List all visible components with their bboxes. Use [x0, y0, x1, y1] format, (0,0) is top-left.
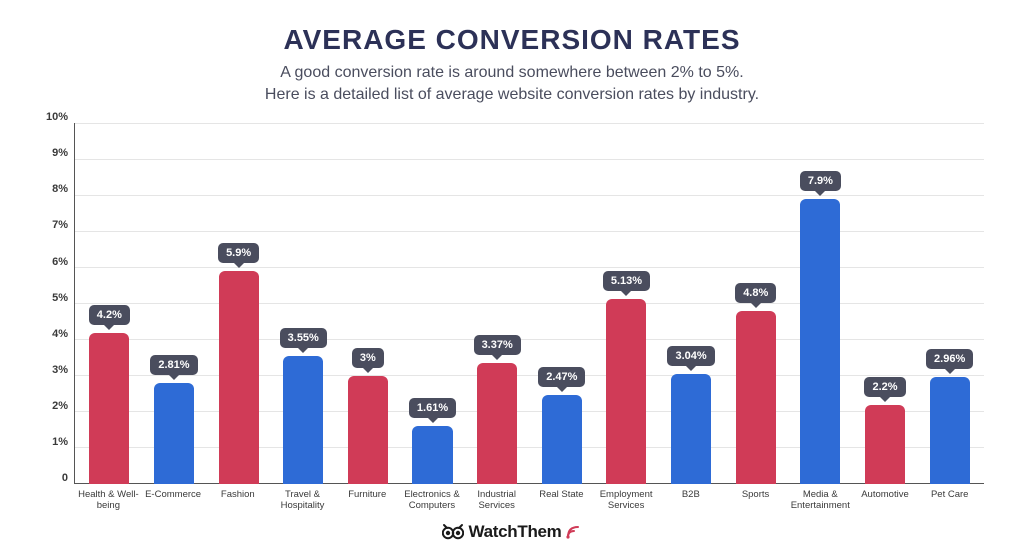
brand-footer: WatchThem [40, 522, 984, 542]
value-bubble: 1.61% [409, 398, 456, 418]
bar [800, 199, 840, 484]
x-label: Employment Services [594, 490, 659, 512]
owl-eyes-icon [442, 523, 464, 541]
bar [671, 374, 711, 484]
bar [154, 383, 194, 484]
bar [930, 377, 970, 484]
chart-card: AVERAGE CONVERSION RATES A good conversi… [0, 0, 1024, 554]
bar-slot: 4.2% [77, 123, 142, 484]
bar [736, 311, 776, 484]
value-bubble: 4.8% [735, 283, 776, 303]
bar [542, 395, 582, 484]
brand-name: WatchThem [468, 522, 561, 542]
page-title: AVERAGE CONVERSION RATES [40, 24, 984, 56]
value-bubble: 3.04% [667, 346, 714, 366]
bar-slot: 2.47% [529, 123, 594, 484]
signal-icon [566, 525, 582, 539]
value-bubble: 2.47% [538, 367, 585, 387]
bar [865, 405, 905, 484]
x-label: Real State [529, 490, 594, 512]
x-label: Automotive [853, 490, 918, 512]
x-label: Travel & Hospitality [270, 490, 335, 512]
bar [348, 376, 388, 484]
value-bubble: 3.55% [280, 328, 327, 348]
value-bubble: 5.13% [603, 271, 650, 291]
value-bubble: 2.81% [150, 355, 197, 375]
x-label: Media & Entertainment [788, 490, 853, 512]
bar-slot: 2.2% [853, 123, 918, 484]
bar-slot: 3% [336, 123, 401, 484]
bar [412, 426, 452, 484]
x-label: Industrial Services [464, 490, 529, 512]
bar-slot: 3.55% [271, 123, 336, 484]
x-label: Furniture [335, 490, 400, 512]
subtitle: A good conversion rate is around somewhe… [40, 62, 984, 105]
value-bubble: 2.96% [926, 349, 973, 369]
x-label: E-Commerce [141, 490, 206, 512]
subtitle-line-2: Here is a detailed list of average websi… [265, 86, 759, 103]
value-bubble: 4.2% [89, 305, 130, 325]
bar-slot: 7.9% [788, 123, 853, 484]
bar-slot: 1.61% [400, 123, 465, 484]
plot-area: 4.2% 2.81% 5.9% 3.55% 3% 1.61% 3.37% 2.47% 5.13%… [74, 123, 984, 484]
x-label: Sports [723, 490, 788, 512]
bar [606, 299, 646, 484]
subtitle-line-1: A good conversion rate is around somewhe… [280, 64, 743, 81]
bar-slot: 5.9% [206, 123, 271, 484]
value-bubble: 5.9% [218, 243, 259, 263]
bar [89, 333, 129, 485]
x-label: Electronics & Computers [400, 490, 465, 512]
bar-slot: 2.81% [142, 123, 207, 484]
x-label: Pet Care [917, 490, 982, 512]
bar [477, 363, 517, 485]
bar-slot: 3.04% [659, 123, 724, 484]
x-label: Health & Well-being [76, 490, 141, 512]
y-axis: 01%2%3%4%5%6%7%8%9%10% [40, 123, 74, 484]
x-axis-labels: Health & Well-beingE-CommerceFashionTrav… [74, 490, 984, 512]
x-label: Fashion [205, 490, 270, 512]
bar-slot: 2.96% [917, 123, 982, 484]
bar-slot: 4.8% [723, 123, 788, 484]
value-bubble: 7.9% [800, 171, 841, 191]
bar [283, 356, 323, 484]
value-bubble: 3.37% [474, 335, 521, 355]
chart-area: 01%2%3%4%5%6%7%8%9%10% 4.2% 2.81% 5.9% 3.55… [40, 123, 984, 484]
bar [219, 271, 259, 484]
bar-slot: 3.37% [465, 123, 530, 484]
bar-slot: 5.13% [594, 123, 659, 484]
value-bubble: 2.2% [864, 377, 905, 397]
bars-container: 4.2% 2.81% 5.9% 3.55% 3% 1.61% 3.37% 2.47% 5.13%… [75, 123, 984, 484]
x-label: B2B [658, 490, 723, 512]
value-bubble: 3% [352, 348, 384, 368]
